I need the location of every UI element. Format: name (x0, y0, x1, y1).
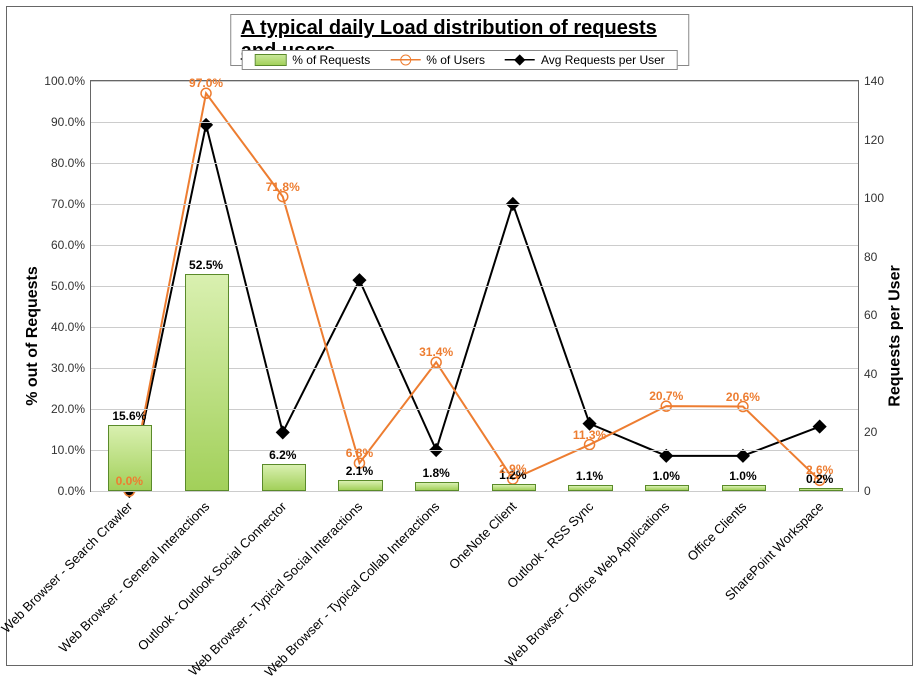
y-right-tick-label: 80 (858, 250, 877, 264)
y-left-tick-label: 50.0% (51, 279, 91, 293)
bar (645, 485, 689, 491)
y-left-axis-title: % out of Requests (24, 266, 42, 406)
y-right-tick-label: 140 (858, 74, 884, 88)
users-value-label: 20.7% (649, 389, 683, 403)
users-value-label: 2.6% (806, 464, 833, 478)
y-right-tick-label: 100 (858, 191, 884, 205)
bar-value-label: 1.1% (576, 469, 603, 483)
bar (492, 484, 536, 491)
users-value-label: 11.3% (573, 428, 606, 442)
y-left-tick-label: 10.0% (51, 443, 91, 457)
y-left-tick-label: 40.0% (51, 320, 91, 334)
legend-swatch-users (390, 54, 420, 66)
legend-item-requests: % of Requests (254, 53, 370, 67)
users-value-label: 2.9% (499, 462, 526, 476)
bar-value-label: 15.6% (112, 409, 146, 423)
legend-item-avg: Avg Requests per User (505, 53, 665, 67)
legend-label: % of Requests (292, 53, 370, 67)
users-value-label: 97.0% (189, 76, 223, 90)
bar-value-label: 52.5% (189, 258, 223, 272)
users-value-label: 20.6% (726, 390, 760, 404)
y-right-tick-label: 120 (858, 133, 884, 147)
y-left-tick-label: 80.0% (51, 156, 91, 170)
y-right-tick-label: 20 (858, 425, 877, 439)
bar (799, 488, 843, 491)
bar-value-label: 1.8% (422, 466, 449, 480)
users-value-label: 0.0% (116, 474, 143, 488)
bar (185, 274, 229, 491)
bar-value-label: 1.0% (653, 469, 680, 483)
y-left-tick-label: 0.0% (58, 484, 91, 498)
y-right-axis-title: Requests per User (886, 265, 904, 406)
y-left-tick-label: 100.0% (44, 74, 91, 88)
legend-swatch-avg (505, 54, 535, 66)
chart-container: A typical daily Load distribution of req… (0, 0, 919, 672)
bar-value-label: 1.0% (729, 469, 756, 483)
legend-swatch-bar (254, 54, 286, 66)
y-left-tick-label: 30.0% (51, 361, 91, 375)
y-right-tick-label: 40 (858, 367, 877, 381)
y-right-tick-label: 0 (858, 484, 871, 498)
bar-value-label: 6.2% (269, 448, 296, 462)
users-value-label: 6.8% (346, 446, 373, 460)
y-left-tick-label: 90.0% (51, 115, 91, 129)
legend-label: % of Users (426, 53, 485, 67)
plot-area: 0.0%10.0%20.0%30.0%40.0%50.0%60.0%70.0%8… (90, 80, 859, 492)
legend-label: Avg Requests per User (541, 53, 665, 67)
y-right-tick-label: 60 (858, 308, 877, 322)
y-left-tick-label: 60.0% (51, 238, 91, 252)
y-left-tick-label: 20.0% (51, 402, 91, 416)
bar (568, 485, 612, 492)
bar (338, 480, 382, 491)
users-value-label: 71.8% (266, 180, 300, 194)
bar (415, 482, 459, 491)
legend-item-users: % of Users (390, 53, 485, 67)
bar (722, 485, 766, 491)
bar (262, 464, 306, 491)
legend: % of Requests % of Users Avg Requests pe… (241, 50, 678, 70)
bar-value-label: 2.1% (346, 464, 373, 478)
users-value-label: 31.4% (419, 345, 453, 359)
y-left-tick-label: 70.0% (51, 197, 91, 211)
